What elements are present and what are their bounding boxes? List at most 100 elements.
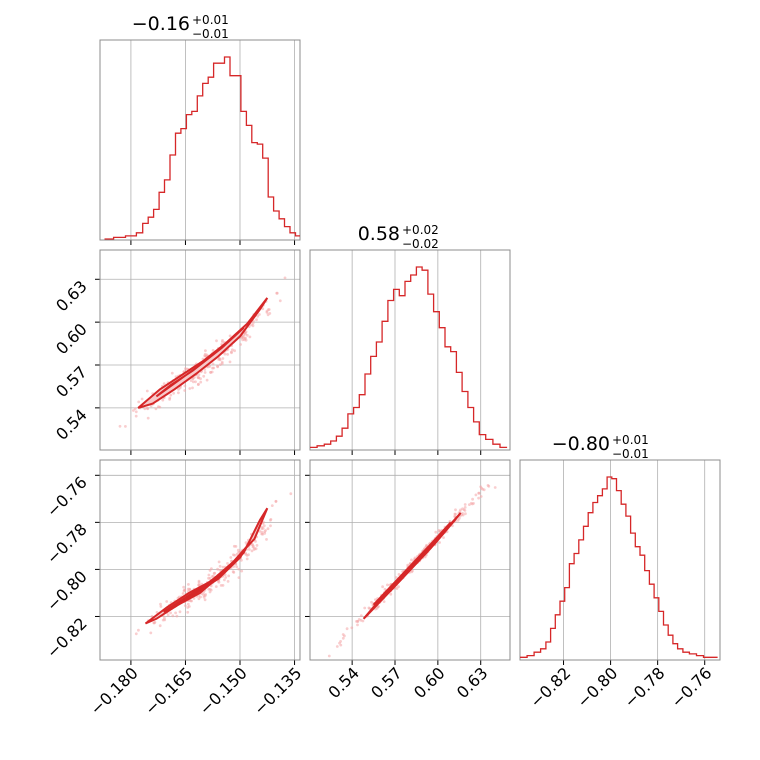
scatter-point [154, 407, 158, 411]
scatter-point [211, 362, 215, 366]
scatter-point [186, 587, 190, 591]
scatter-point [210, 567, 213, 570]
scatter-point [199, 380, 203, 384]
scatter-point [159, 602, 162, 606]
panel-frame [309, 459, 511, 661]
scatter-point [203, 354, 207, 358]
scatter-point [166, 613, 170, 617]
scatter-point [251, 324, 255, 328]
scatter-point [214, 585, 218, 588]
scatter-point [442, 536, 445, 539]
x-tick-label: −0.165 [141, 663, 196, 718]
scatter-point [232, 571, 236, 574]
scatter-point [410, 558, 413, 562]
scatter-point [481, 487, 484, 491]
scatter-point [339, 643, 343, 647]
scatter-point [233, 349, 237, 353]
scatter-point [248, 335, 252, 339]
scatter-point [493, 486, 497, 489]
y-tick-label: −0.82 [43, 614, 91, 662]
scatter-point [203, 368, 207, 371]
x-tick-label: −0.135 [250, 663, 305, 718]
contour-line [155, 327, 245, 398]
scatter-point [397, 585, 400, 589]
scatter-point [178, 610, 182, 614]
scatter-point [463, 509, 467, 512]
scatter-point [231, 348, 234, 352]
scatter-point [374, 598, 377, 601]
scatter-point [172, 391, 176, 395]
scatter-point [158, 405, 162, 409]
scatter-cloud [118, 276, 287, 428]
scatter-point [183, 588, 187, 592]
scatter-point [216, 364, 219, 368]
scatter-point [178, 386, 182, 390]
scatter-point [215, 339, 218, 343]
scatter-point [143, 407, 147, 411]
x-tick-label: 0.63 [453, 663, 492, 702]
scatter-point [175, 614, 179, 618]
scatter-point [162, 382, 166, 386]
scatter-point [410, 570, 414, 574]
scatter-point [487, 484, 491, 488]
scatter-point [170, 371, 174, 375]
scatter-point [137, 400, 141, 404]
histogram-step-line [104, 56, 300, 240]
scatter-point [188, 387, 192, 390]
scatter-point [235, 565, 239, 569]
scatter-point [186, 610, 190, 614]
scatter-point [343, 634, 346, 638]
scatter-point [479, 495, 483, 498]
scatter-point [264, 529, 267, 532]
scatter-point [223, 573, 227, 577]
scatter-point [350, 626, 354, 630]
scatter-point [266, 308, 270, 311]
y-tick-label: −0.80 [43, 567, 91, 615]
scatter-point [204, 349, 207, 352]
scatter-point [197, 597, 201, 601]
scatter-point [161, 398, 165, 402]
scatter-point [389, 592, 393, 596]
scatter-point [275, 291, 279, 295]
scatter-point [197, 373, 201, 377]
panel-frame [309, 249, 511, 451]
2d-param-2-vs-param-3 [305, 459, 511, 665]
scatter-point [152, 621, 156, 625]
scatter-point [196, 383, 200, 386]
scatter-point [134, 414, 138, 418]
scatter-point [363, 606, 367, 610]
scatter-point [224, 576, 228, 579]
scatter-point [268, 312, 272, 315]
panel-title-main: 0.58 [358, 223, 400, 245]
scatter-point [169, 393, 173, 397]
scatter-point [226, 580, 230, 583]
scatter-point [453, 515, 456, 518]
x-tick-label: −0.150 [196, 663, 251, 718]
scatter-point [479, 485, 483, 489]
2d-param-1-vs-param-3 [95, 459, 301, 665]
scatter-point [133, 407, 137, 411]
scatter-point [221, 340, 224, 343]
scatter-cloud [327, 484, 497, 658]
scatter-point [335, 645, 339, 648]
scatter-point [269, 518, 273, 521]
scatter-point [145, 389, 149, 393]
y-tick-label: 0.60 [52, 320, 91, 359]
scatter-point [394, 576, 398, 579]
scatter-point [208, 576, 212, 580]
x-tick-label: −0.78 [620, 663, 668, 711]
scatter-point [218, 564, 222, 568]
scatter-point [232, 553, 235, 557]
scatter-point [356, 620, 360, 623]
scatter-point [434, 530, 438, 534]
scatter-point [278, 299, 282, 303]
scatter-point [146, 416, 150, 420]
scatter-point [477, 491, 481, 495]
contour-line [372, 521, 452, 606]
panel-title-sub: −0.01 [612, 447, 649, 461]
scatter-point [463, 503, 467, 506]
scatter-point [283, 276, 287, 280]
scatter-point [134, 410, 138, 414]
scatter-point [406, 563, 410, 567]
